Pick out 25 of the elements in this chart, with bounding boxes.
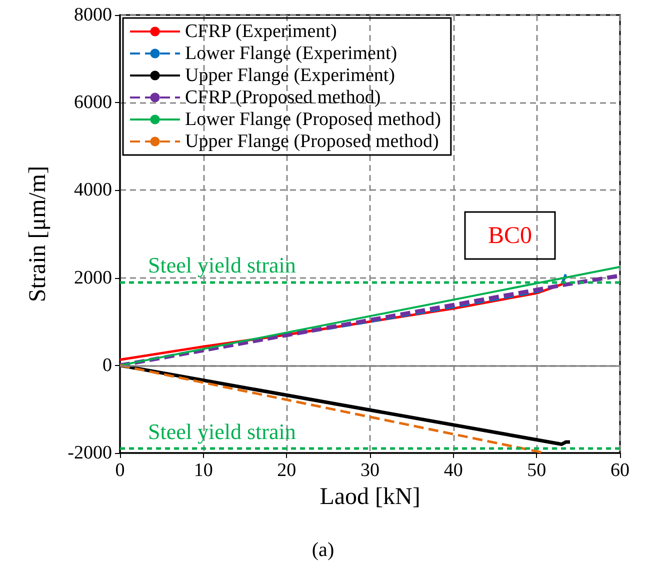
y-tick-label: 6000: [74, 92, 112, 114]
ref-line-label: Steel yield strain: [148, 252, 296, 278]
ref-line-label: Steel yield strain: [148, 419, 296, 444]
x-tick-label: 20: [277, 460, 296, 481]
annotation: BC0: [488, 223, 532, 249]
legend-label: Lower Flange (Proposed method): [185, 109, 441, 130]
y-tick-label: 8000: [74, 4, 112, 26]
legend-label: CFRP (Experiment): [185, 21, 337, 42]
x-axis-title: Laod [kN]: [320, 484, 420, 510]
y-axis-title: Strain [μm/m]: [25, 166, 51, 302]
y-tick-label: -2000: [68, 442, 112, 464]
x-tick-label: 10: [194, 460, 213, 481]
y-tick-label: 0: [102, 354, 112, 376]
y-tick-label: 4000: [74, 180, 112, 201]
y-tick-label: 2000: [74, 267, 112, 288]
legend-label: Upper Flange (Proposed method): [185, 131, 439, 152]
x-tick-label: 60: [610, 460, 630, 481]
x-tick-label: 30: [360, 460, 380, 481]
text: (a): [312, 539, 334, 561]
x-tick-label: 50: [527, 460, 546, 481]
x-tick-label: 0: [115, 460, 125, 481]
legend-label: CFRP (Proposed method): [185, 87, 381, 108]
x-tick-label: 40: [444, 460, 463, 481]
legend-label: Lower Flange (Experiment): [185, 43, 398, 64]
legend-label: Upper Flange (Experiment): [185, 65, 395, 86]
